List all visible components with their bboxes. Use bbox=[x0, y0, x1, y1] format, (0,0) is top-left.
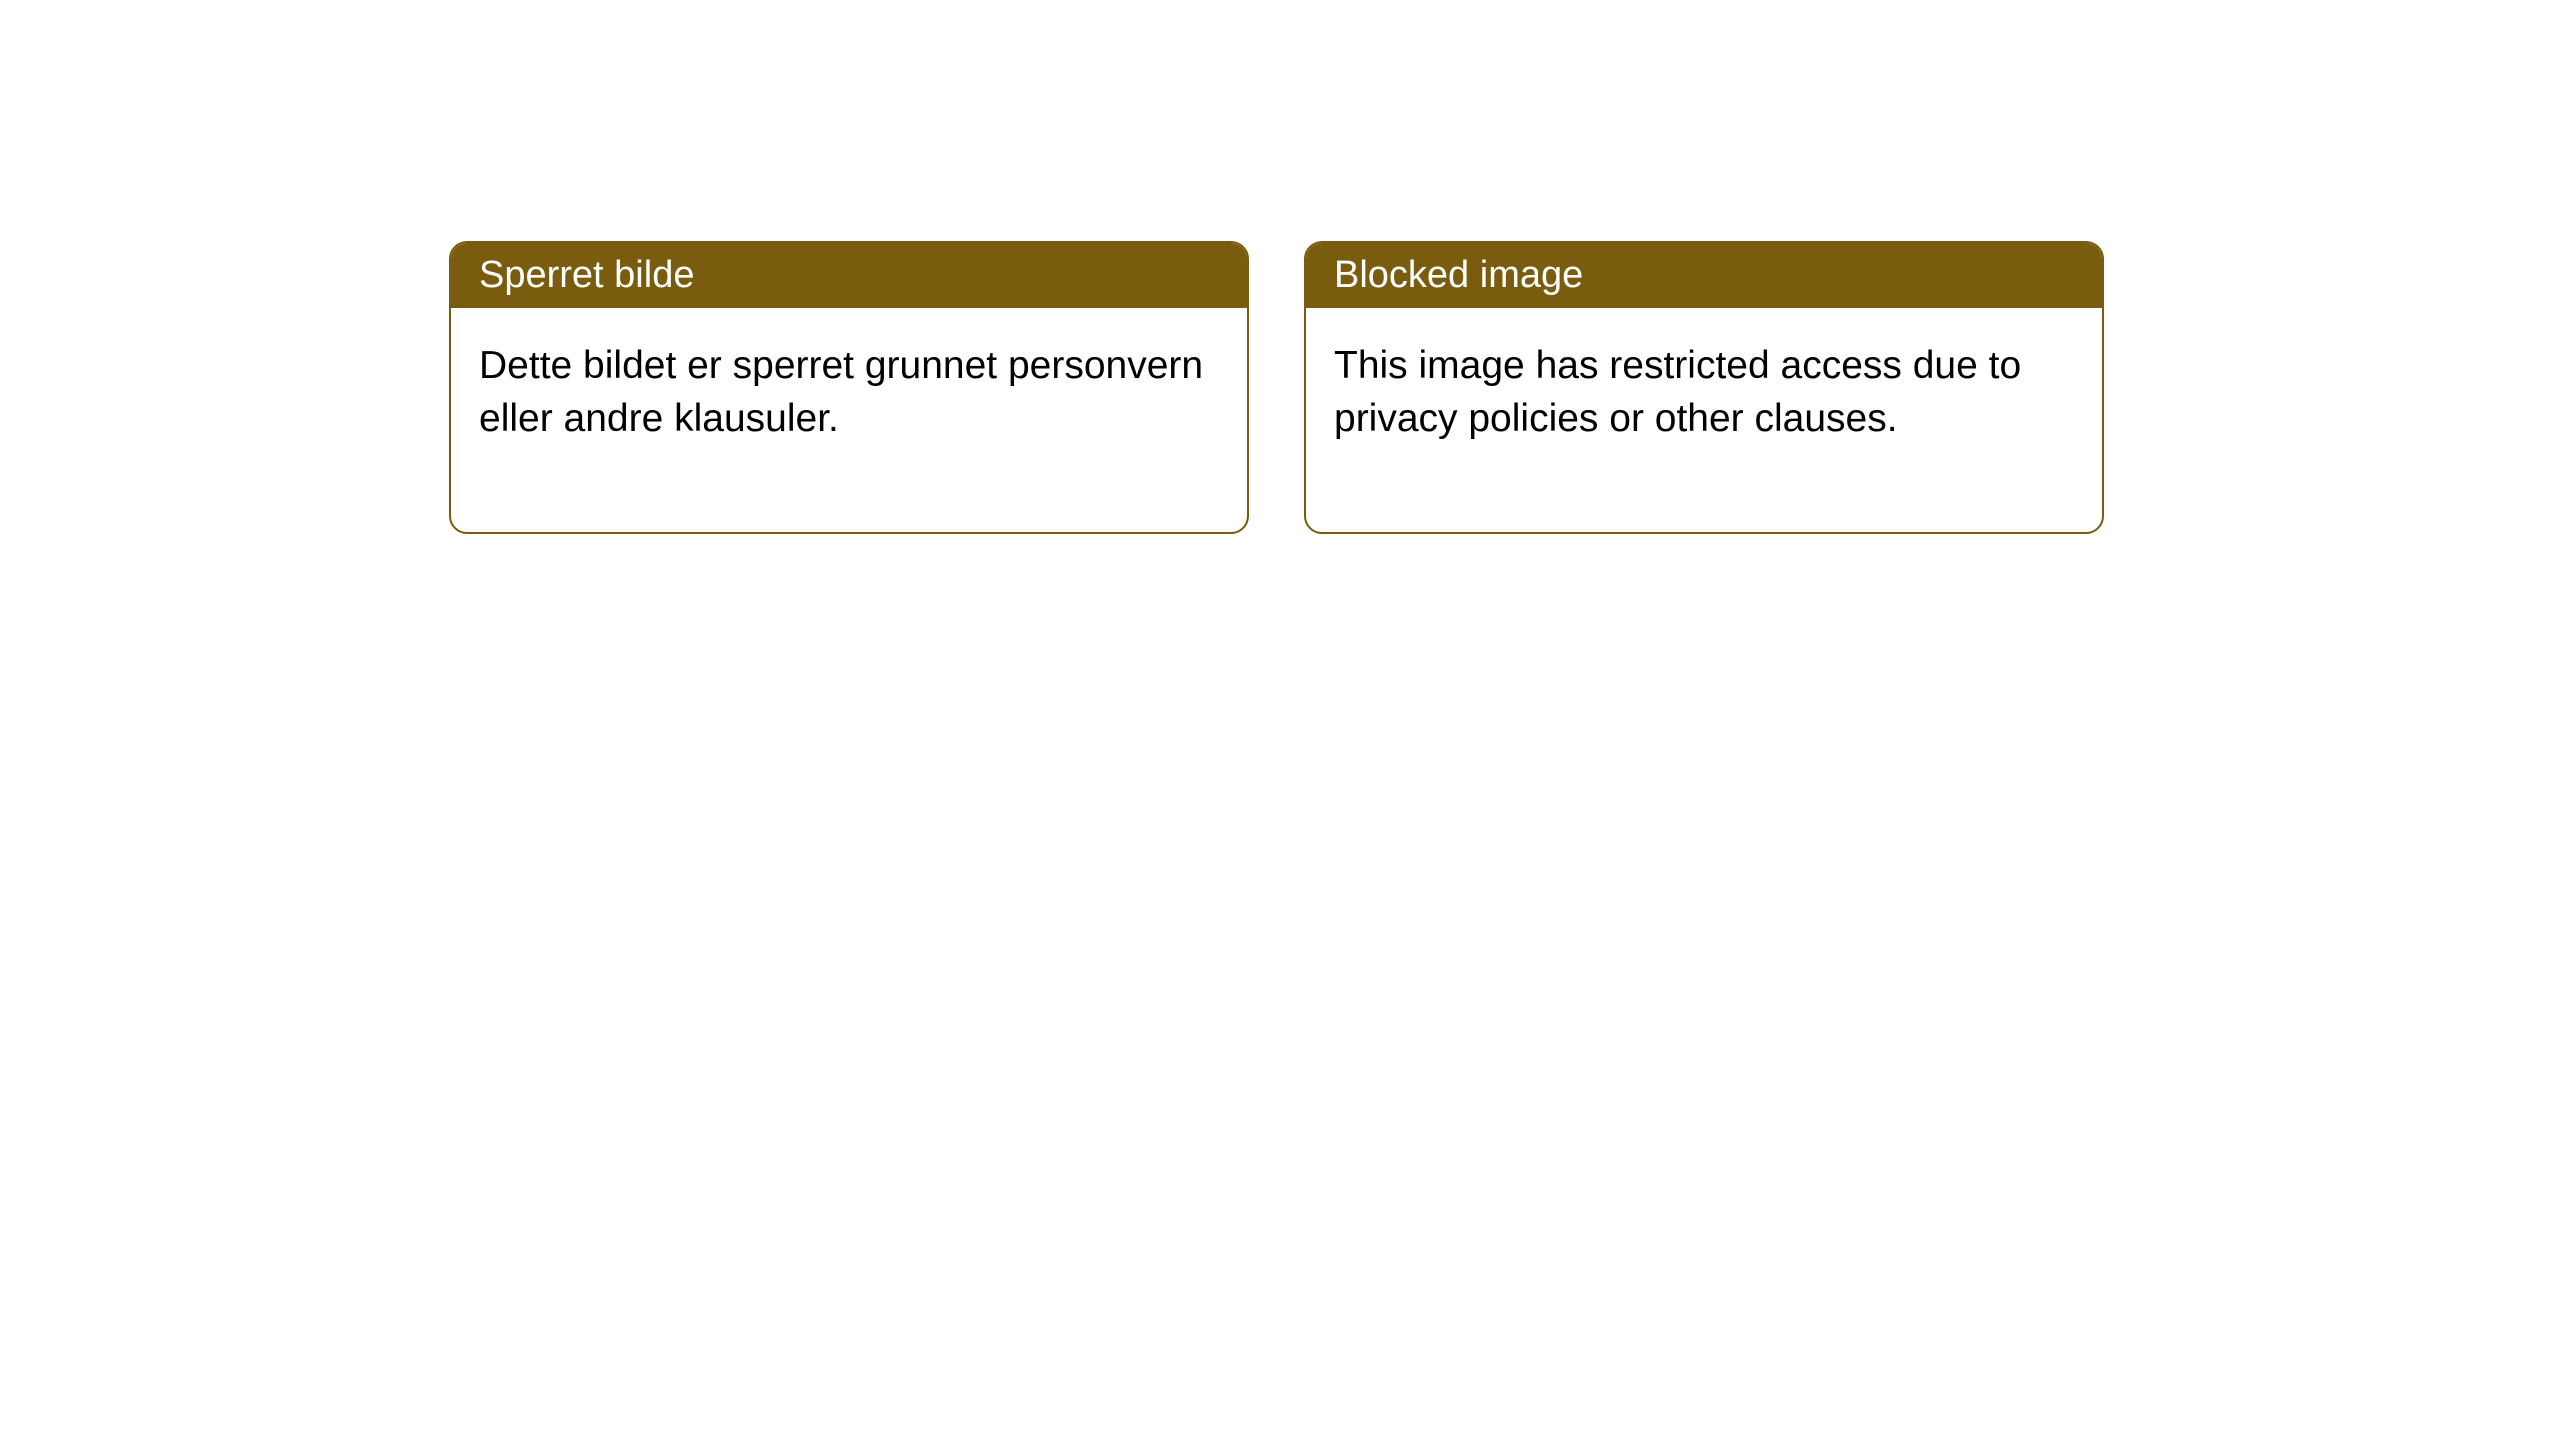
card-title: Blocked image bbox=[1334, 254, 1583, 296]
blocked-image-card-en: Blocked image This image has restricted … bbox=[1304, 241, 2104, 534]
card-body: Dette bildet er sperret grunnet personve… bbox=[451, 308, 1247, 532]
card-body: This image has restricted access due to … bbox=[1306, 308, 2102, 532]
notice-cards-container: Sperret bilde Dette bildet er sperret gr… bbox=[449, 241, 2104, 534]
card-title: Sperret bilde bbox=[479, 254, 694, 296]
card-body-text: Dette bildet er sperret grunnet personve… bbox=[479, 344, 1203, 440]
blocked-image-card-no: Sperret bilde Dette bildet er sperret gr… bbox=[449, 241, 1249, 534]
card-header: Sperret bilde bbox=[451, 243, 1247, 308]
card-body-text: This image has restricted access due to … bbox=[1334, 344, 2021, 440]
card-header: Blocked image bbox=[1306, 243, 2102, 308]
